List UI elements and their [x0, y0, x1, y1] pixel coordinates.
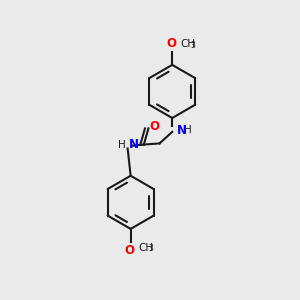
Text: CH: CH [139, 243, 154, 253]
Text: 3: 3 [149, 244, 154, 253]
Text: 3: 3 [190, 41, 195, 50]
Text: O: O [166, 37, 176, 50]
Text: O: O [124, 244, 134, 257]
Text: O: O [149, 120, 159, 133]
Text: N: N [176, 124, 186, 136]
Text: N: N [129, 138, 139, 151]
Text: H: H [118, 140, 126, 150]
Text: CH: CH [180, 39, 195, 49]
Text: H: H [184, 125, 191, 136]
